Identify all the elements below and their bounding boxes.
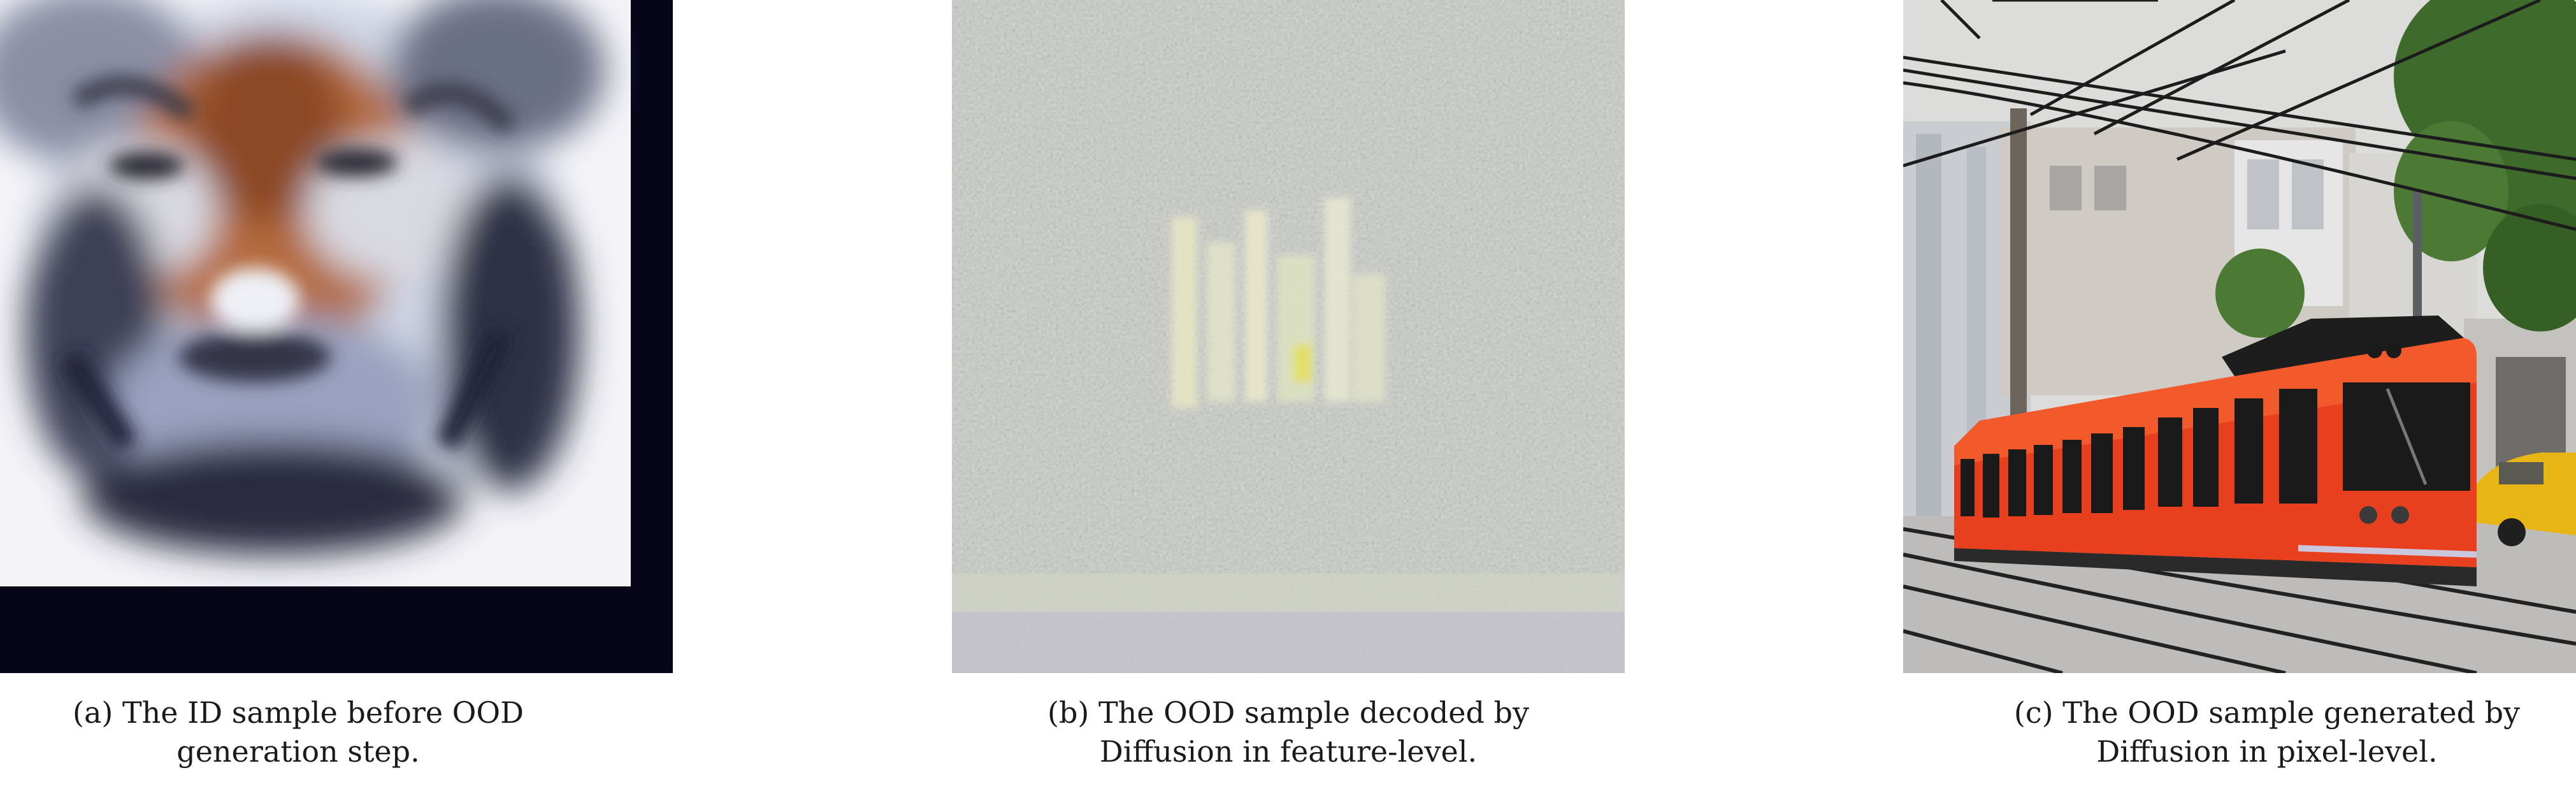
caption-a-line2: generation step. — [176, 734, 420, 769]
caption-c: (c) The OOD sample generated by Diffusio… — [1931, 693, 2576, 771]
tiger-image — [0, 0, 673, 673]
caption-c-line2: Diffusion in pixel-level. — [2096, 734, 2438, 769]
caption-b: (b) The OOD sample decoded by Diffusion … — [952, 693, 1625, 771]
panel-a-image — [0, 0, 673, 673]
caption-a-line1: (a) The ID sample before OOD — [73, 695, 524, 730]
caption-c-line1: (c) The OOD sample generated by — [2013, 695, 2521, 730]
panel-c-image — [1903, 0, 2576, 673]
tram-image — [1903, 0, 2576, 673]
noisy-decoded-image — [952, 0, 1625, 673]
caption-a: (a) The ID sample before OOD generation … — [0, 693, 635, 771]
caption-b-line2: Diffusion in feature-level. — [1099, 734, 1478, 769]
caption-b-line1: (b) The OOD sample decoded by — [1047, 695, 1529, 730]
panel-b-image — [952, 0, 1625, 673]
